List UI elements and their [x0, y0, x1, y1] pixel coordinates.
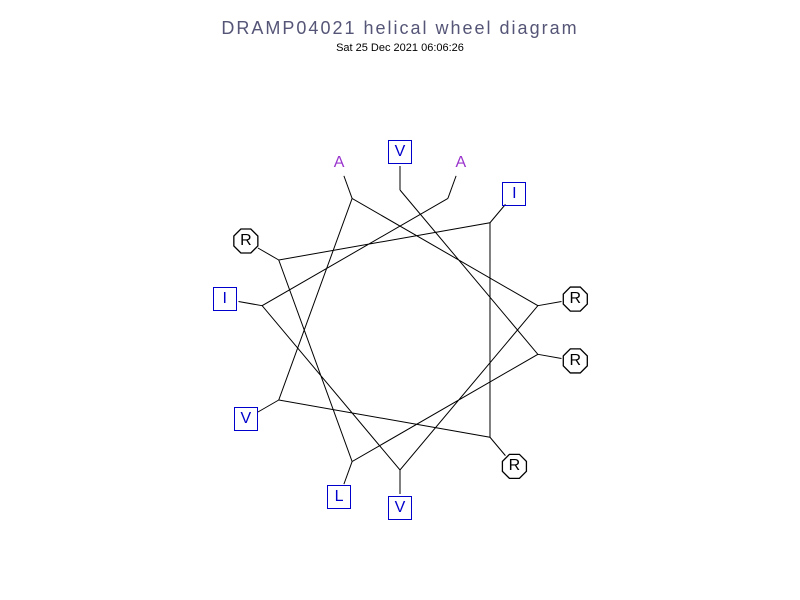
residue-i: I	[502, 182, 526, 206]
residue-connector	[344, 176, 352, 199]
residue-connector	[538, 354, 562, 358]
residue-connector	[238, 302, 262, 306]
residue-connector	[448, 176, 456, 199]
residue-connector	[258, 400, 279, 412]
residue-connector	[344, 462, 352, 485]
residue-l: L	[327, 485, 351, 509]
residue-connector	[490, 204, 505, 222]
residue-connector	[258, 248, 279, 260]
residue-v: V	[234, 407, 258, 431]
residue-r: R	[503, 455, 525, 477]
residue-v: V	[388, 140, 412, 164]
residue-r: R	[235, 230, 257, 252]
residue-a: A	[328, 152, 350, 174]
helix-polyline	[262, 190, 538, 470]
residue-connector	[490, 437, 505, 455]
residue-connector	[538, 302, 562, 306]
residue-r: R	[564, 350, 586, 372]
residue-r: R	[564, 288, 586, 310]
residue-i: I	[213, 287, 237, 311]
residue-v: V	[388, 496, 412, 520]
residue-a: A	[450, 152, 472, 174]
